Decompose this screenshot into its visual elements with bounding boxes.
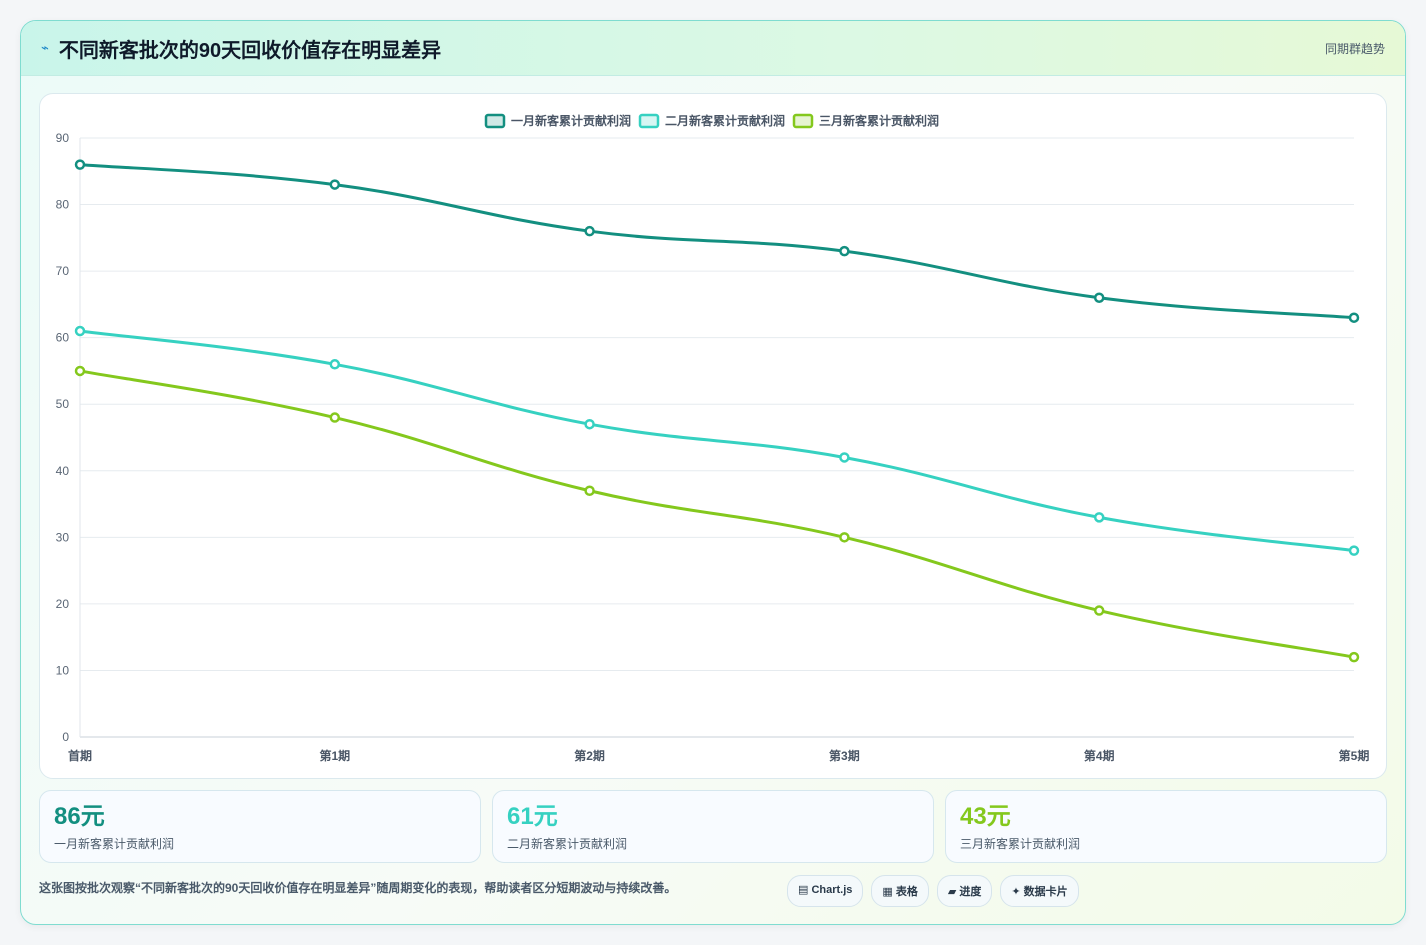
y-tick-label: 50 [56, 397, 70, 411]
series-line [79, 329, 1355, 553]
lightning-icon: ⌁ [41, 40, 49, 55]
y-tick-label: 90 [56, 131, 70, 145]
data-point [329, 359, 341, 370]
y-tick-label: 0 [62, 730, 69, 744]
kpi-label: 二月新客累计贡献利润 [507, 837, 628, 851]
data-point [839, 532, 850, 543]
series-line [79, 369, 1355, 659]
data-point [329, 412, 341, 423]
data-point [74, 365, 86, 377]
y-tick-label: 30 [56, 530, 70, 544]
data-point [584, 485, 595, 496]
y-tick-label: 20 [56, 597, 70, 611]
chart-container: 0 10 20 30 40 50 60 70 80 90 首期 第1期 第2期 第3期 第4期 第5期 一月新客… [39, 93, 1387, 779]
kpi-value: 43元 [960, 803, 1011, 830]
kpi-card: 43元 三月新客累计贡献利润 [945, 790, 1387, 863]
data-point [1093, 292, 1105, 303]
chip-progress[interactable]: ▰ 进度 [936, 875, 993, 907]
chip-data-card[interactable]: ✦ 数据卡片 [1000, 875, 1079, 907]
footer-description: 这张图按批次观察“不同新客批次的90天回收价值存在明显差异”随周期变化的表现，帮… [39, 880, 677, 895]
title-wrap: ⌁ 不同新客批次的90天回收价值存在明显差异 [41, 34, 441, 63]
legend-swatch [484, 113, 506, 129]
data-point [1093, 512, 1105, 523]
data-point [584, 418, 595, 430]
header-tag: 同期群趋势 [1324, 41, 1385, 56]
chip-chartjs[interactable]: ▤ Chart.js [787, 875, 864, 907]
legend-label: 二月新客累计贡献利润 [665, 113, 785, 128]
chip-row: ▤ Chart.js ▦ 表格 ▰ 进度 ✦ 数据卡片 [787, 875, 1079, 907]
kpi-card: 86元 一月新客累计贡献利润 [39, 790, 481, 863]
legend-label: 一月新客累计贡献利润 [511, 113, 631, 128]
series-line [79, 163, 1355, 320]
dashboard-card: ⌁ 不同新客批次的90天回收价值存在明显差异 同期群趋势 0 10 20 30 40 50… [20, 20, 1406, 925]
kpi-card: 61元 二月新客累计贡献利润 [492, 790, 934, 863]
kpi-row: 86元 一月新客累计贡献利润 61元 二月新客累计贡献利润 43元 三月新客累计… [39, 790, 1387, 863]
kpi-value: 61元 [507, 803, 558, 830]
footer: 这张图按批次观察“不同新客批次的90天回收价值存在明显差异”随周期变化的表现，帮… [39, 873, 1387, 909]
y-tick-label: 60 [56, 331, 70, 345]
data-point [1348, 651, 1360, 663]
legend-swatch [792, 113, 814, 129]
y-tick-label: 10 [56, 663, 70, 677]
data-point [1093, 605, 1105, 616]
chip-table[interactable]: ▦ 表格 [871, 875, 929, 907]
kpi-label: 一月新客累计贡献利润 [54, 837, 175, 851]
data-point [1348, 312, 1360, 323]
y-tick-label: 70 [56, 264, 70, 278]
data-point [839, 452, 850, 463]
legend-swatch [638, 113, 660, 129]
x-tick-label: 首期 [68, 748, 92, 763]
y-tick-label: 40 [56, 464, 70, 478]
legend-label: 三月新客累计贡献利润 [819, 113, 939, 128]
y-tick-label: 80 [56, 198, 70, 212]
data-point [1348, 545, 1360, 556]
x-tick-label: 第2期 [574, 748, 605, 763]
data-point [329, 179, 341, 190]
line-chart: 0 10 20 30 40 50 60 70 80 90 首期 第1期 第2期 第3期 第4期 第5期 一月新客… [56, 113, 1370, 763]
data-point [74, 159, 86, 170]
kpi-label: 三月新客累计贡献利润 [960, 837, 1081, 851]
data-point [584, 225, 595, 237]
x-tick-label: 第4期 [1084, 748, 1115, 763]
data-point [839, 245, 850, 257]
x-tick-label: 第1期 [319, 748, 350, 763]
x-tick-label: 第3期 [829, 748, 860, 763]
card-header: ⌁ 不同新客批次的90天回收价值存在明显差异 同期群趋势 [21, 21, 1405, 76]
page-title: 不同新客批次的90天回收价值存在明显差异 [58, 39, 442, 62]
x-tick-label: 第5期 [1339, 748, 1370, 763]
kpi-value: 86元 [54, 803, 105, 830]
data-point [74, 325, 86, 337]
